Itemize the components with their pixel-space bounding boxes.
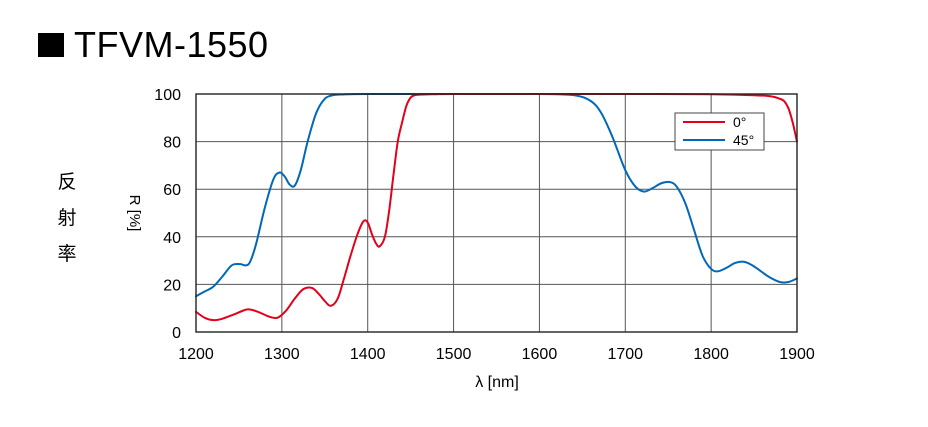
legend-box	[674, 112, 765, 151]
side-label-char-3: 率	[57, 243, 77, 265]
y-tick-labels: 0 20 40 60 80 100	[154, 87, 181, 342]
side-label-char-2: 射	[57, 207, 77, 229]
legend-label-blue: 45°	[733, 132, 754, 148]
plot-frame	[195, 93, 798, 333]
x-tick-label-1800: 1800	[693, 346, 729, 363]
x-tick-label-1300: 1300	[264, 346, 300, 363]
legend: 0°45°	[674, 112, 765, 151]
x-tick-label-1900: 1900	[779, 346, 815, 363]
y-tick-label-60: 60	[163, 182, 181, 199]
x-tick-label-1200: 1200	[178, 346, 214, 363]
x-tick-labels: 1200 1300 1400 1500 1600 1700 1800 1900	[178, 346, 815, 363]
x-tick-label-1400: 1400	[350, 346, 386, 363]
title-row: TFVM-1550	[38, 24, 269, 66]
title-bullet-square	[38, 33, 64, 57]
page-title: TFVM-1550	[74, 24, 269, 65]
side-label-char-1: 反	[57, 171, 77, 193]
y-tick-label-80: 80	[163, 135, 181, 152]
x-axis-label: λ [nm]	[475, 374, 519, 391]
x-tick-label-1500: 1500	[436, 346, 472, 363]
y-axis-label: R [%]	[126, 195, 143, 232]
legend-label-red: 0°	[733, 114, 746, 130]
x-tick-label-1700: 1700	[607, 346, 643, 363]
x-tick-label-1600: 1600	[522, 346, 558, 363]
y-tick-label-0: 0	[172, 325, 181, 342]
reflectance-vertical-label: 反 射 率	[55, 164, 79, 272]
y-tick-label-20: 20	[163, 277, 181, 294]
y-tick-label-40: 40	[163, 230, 181, 247]
y-tick-label-100: 100	[154, 87, 181, 104]
